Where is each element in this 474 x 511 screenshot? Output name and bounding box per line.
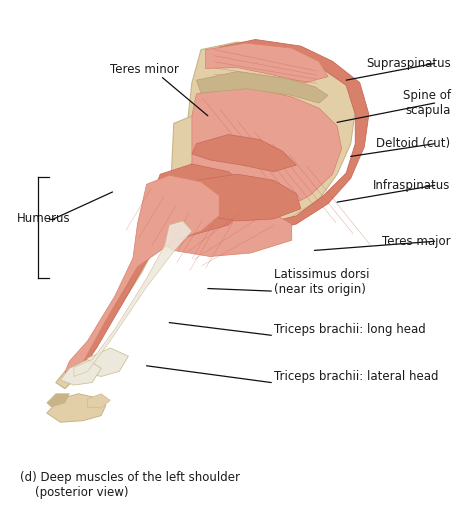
Polygon shape [74,221,192,377]
Polygon shape [192,134,296,172]
Text: Spine of
scapula: Spine of scapula [402,89,450,117]
Text: Teres major: Teres major [382,235,450,248]
Polygon shape [88,394,110,408]
Polygon shape [47,394,106,422]
Text: Latissimus dorsi
(near its origin): Latissimus dorsi (near its origin) [273,268,369,296]
Text: Humerus: Humerus [17,213,71,225]
Polygon shape [137,199,292,257]
Polygon shape [219,39,369,231]
Text: Deltoid (cut): Deltoid (cut) [376,137,450,150]
Polygon shape [65,164,251,378]
Polygon shape [206,43,328,83]
Polygon shape [83,348,128,377]
Polygon shape [56,114,237,389]
Polygon shape [192,87,342,216]
Polygon shape [60,360,101,385]
Text: Supraspinatus: Supraspinatus [366,57,450,70]
Polygon shape [196,72,328,103]
Polygon shape [65,175,219,374]
Polygon shape [183,42,355,227]
Polygon shape [187,174,301,221]
Text: Triceps brachii: lateral head: Triceps brachii: lateral head [273,370,438,383]
Text: (d) Deep muscles of the left shoulder
    (posterior view): (d) Deep muscles of the left shoulder (p… [19,472,239,499]
Polygon shape [47,394,69,407]
Text: Infraspinatus: Infraspinatus [373,179,450,192]
Text: Teres minor: Teres minor [110,63,179,77]
Text: Triceps brachii: long head: Triceps brachii: long head [273,322,425,336]
